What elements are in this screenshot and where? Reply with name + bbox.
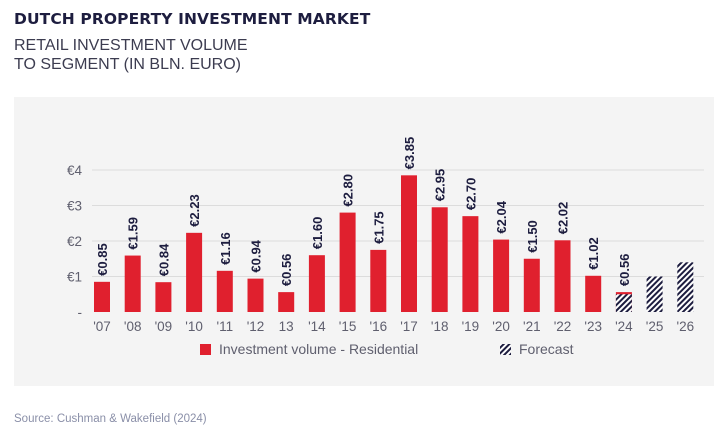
x-tick-label-7: '14 — [308, 319, 326, 334]
forecast-bar-19 — [677, 262, 694, 312]
x-tick-label-8: '15 — [339, 319, 357, 334]
data-label-11: €2.95 — [433, 169, 448, 202]
data-label-10: €3.85 — [402, 137, 417, 170]
bar-8 — [339, 212, 356, 312]
data-label-9: €1.75 — [371, 211, 386, 244]
bar-chart: - €1 €2 €3 €4 €0.85 €1.59 €0.84 €2.23 €1.16 €0.94… — [67, 137, 704, 357]
bar-11 — [431, 207, 448, 312]
x-tick-label-0: '07 — [93, 319, 111, 334]
bar-16 — [585, 275, 602, 312]
y-tick-label: - — [78, 305, 83, 320]
x-tick-label-15: '22 — [554, 319, 572, 334]
bar-4 — [216, 270, 233, 312]
x-tick-label-12: '19 — [462, 319, 480, 334]
bar-6 — [278, 292, 295, 312]
subtitle-line-1: RETAIL INVESTMENT VOLUME — [14, 37, 248, 54]
x-tick-label-14: '21 — [523, 319, 541, 334]
y-tick-label: €1 — [67, 270, 82, 285]
x-tick-label-17: '24 — [615, 319, 633, 334]
data-label-8: €2.80 — [341, 174, 356, 207]
data-label-6: €0.56 — [279, 254, 294, 287]
data-label-3: €2.23 — [187, 194, 202, 227]
x-axis-ticks: '07 '08 '09 '10 '11 '12 13 '14 '15 '16 '17 '18 '19 '2… — [93, 319, 694, 334]
x-tick-label-4: '11 — [217, 319, 234, 334]
bar-14 — [523, 258, 540, 312]
data-label-16: €1.02 — [586, 237, 601, 270]
bar-15 — [554, 240, 571, 312]
legend-label-residential: Investment volume - Residential — [219, 341, 418, 357]
x-tick-label-2: '09 — [155, 319, 173, 334]
source-note: Source: Cushman & Wakefield (2024) — [14, 413, 207, 425]
x-tick-label-5: '12 — [247, 319, 265, 334]
data-label-14: €1.50 — [525, 220, 540, 253]
data-label-1: €1.59 — [126, 217, 141, 250]
bar-0 — [94, 281, 110, 312]
forecast-bar-17 — [615, 294, 632, 312]
legend-swatch-residential — [200, 344, 211, 355]
x-tick-label-19: '26 — [677, 319, 695, 334]
y-tick-label: €4 — [67, 163, 83, 178]
bar-5 — [247, 278, 264, 312]
x-tick-label-9: '16 — [370, 319, 388, 334]
bar-1 — [124, 255, 141, 312]
data-label-5: €0.94 — [249, 239, 264, 272]
bar-12 — [462, 216, 479, 312]
data-label-7: €1.60 — [310, 217, 325, 250]
x-tick-label-13: '20 — [492, 319, 510, 334]
subtitle-line-2: TO SEGMENT (IN BLN. EURO) — [14, 56, 241, 73]
data-label-13: €2.04 — [494, 200, 509, 233]
y-tick-label: €3 — [67, 199, 82, 214]
chart-title: DUTCH PROPERTY INVESTMENT MARKET — [14, 10, 371, 28]
bar-7 — [308, 255, 325, 312]
bar-13 — [493, 239, 510, 312]
data-label-12: €2.70 — [463, 178, 478, 211]
data-label-17: €0.56 — [617, 254, 632, 287]
bar-3 — [186, 232, 203, 312]
data-label-4: €1.16 — [218, 232, 233, 265]
gridlines — [92, 169, 704, 277]
x-tick-label-11: '18 — [431, 319, 449, 334]
data-label-2: €0.84 — [156, 243, 171, 276]
x-tick-label-6: 13 — [279, 319, 294, 334]
forecast-bar-18 — [646, 276, 663, 312]
legend: Investment volume - Residential Forecast — [200, 341, 574, 357]
x-tick-label-18: '25 — [646, 319, 664, 334]
data-label-0: €0.85 — [95, 243, 110, 276]
bar-2 — [155, 282, 172, 312]
data-labels: €0.85 €1.59 €0.84 €2.23 €1.16 €0.94 €0.56 €1.60… — [95, 137, 632, 286]
x-tick-label-10: '17 — [400, 319, 418, 334]
x-tick-label-16: '23 — [584, 319, 602, 334]
bars — [94, 175, 694, 312]
legend-label-forecast: Forecast — [519, 341, 574, 357]
x-tick-label-1: '08 — [124, 319, 142, 334]
bar-10 — [401, 175, 417, 312]
chart-panel: - €1 €2 €3 €4 €0.85 €1.59 €0.84 €2.23 €1.16 €0.94… — [14, 97, 714, 386]
data-label-15: €2.02 — [556, 202, 571, 235]
legend-swatch-forecast — [500, 344, 511, 355]
chart-subtitle: RETAIL INVESTMENT VOLUME TO SEGMENT (IN … — [14, 36, 248, 74]
y-tick-label: €2 — [67, 234, 82, 249]
y-axis-ticks: - €1 €2 €3 €4 — [67, 163, 83, 320]
x-tick-label-3: '10 — [185, 319, 203, 334]
bar-9 — [370, 249, 387, 312]
